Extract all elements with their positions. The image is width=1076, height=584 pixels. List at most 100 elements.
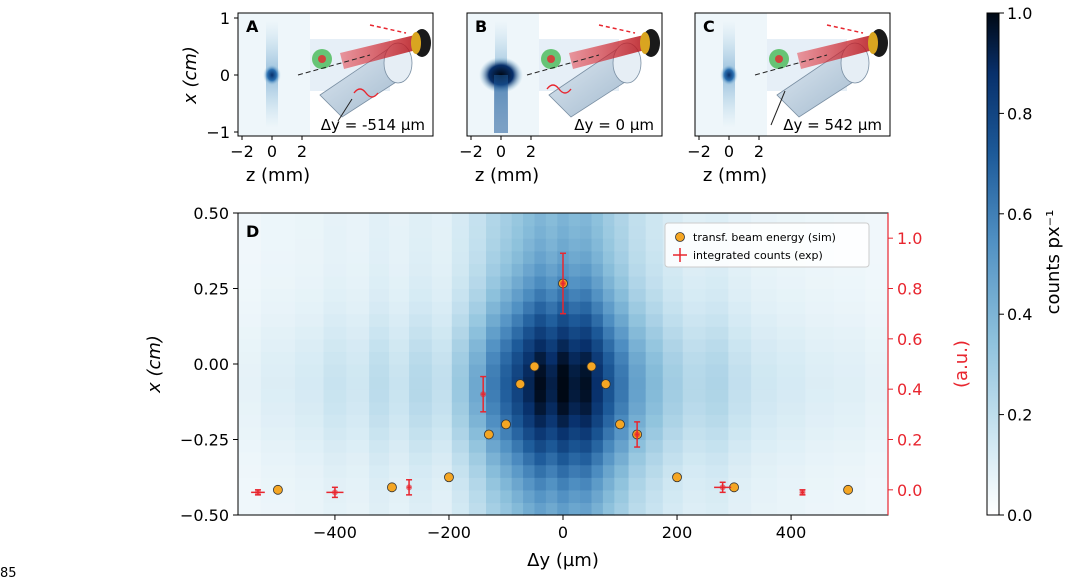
heatmap-cell: [468, 338, 487, 353]
heatmap-cell: [580, 426, 593, 441]
heatmap-cell: [431, 313, 453, 327]
heatmap-cell: [602, 426, 615, 441]
heatmap-cell: [511, 489, 524, 504]
heatmap-cell: [705, 326, 729, 340]
heatmap-cell: [409, 275, 433, 290]
heatmap-cell: [865, 213, 889, 227]
heatmap-cell: [662, 301, 684, 315]
heatmap-cell: [751, 351, 778, 365]
x-ticks: −400 −200 0 200 400: [313, 515, 806, 542]
heatmap-cell: [545, 288, 558, 302]
heatmap-cell: [614, 238, 630, 252]
heatmap-cell: [645, 489, 664, 504]
heatmap-cell: [805, 326, 835, 340]
heatmap-cell: [614, 389, 630, 403]
heatmap-cell: [568, 326, 581, 340]
heatmap-cell: [486, 238, 501, 252]
heatmap-cell: [662, 489, 684, 504]
heatmap-cell: [545, 452, 558, 466]
inset-x-tick-label: −2: [687, 142, 711, 161]
heatmap-cell: [645, 389, 664, 403]
heatmap-cell: [346, 439, 370, 453]
heatmap-cell: [833, 426, 866, 441]
heatmap-cell: [260, 338, 296, 353]
heatmap-cell: [431, 426, 453, 441]
heatmap-cell: [662, 426, 684, 441]
heatmap-cell: [705, 464, 729, 478]
heatmap-cell: [602, 238, 615, 252]
heatmap-cell: [645, 263, 664, 277]
incoming-arrow: [826, 24, 864, 34]
heatmap-cell: [833, 288, 866, 302]
heatmap-cell: [568, 452, 581, 466]
heatmap-cell: [805, 414, 835, 428]
legend-exp-marker: [673, 248, 687, 262]
heatmap-cell: [545, 301, 558, 315]
exp-point: [560, 252, 566, 315]
inset-y-tick-label: −1: [206, 123, 230, 142]
heatmap-cell: [614, 338, 630, 353]
heatmap-cell: [451, 452, 470, 466]
heatmap-cell: [500, 389, 513, 403]
heatmap-cell: [511, 263, 524, 277]
legend-sim-label: transf. beam energy (sim): [693, 231, 836, 244]
heatmap-cell: [580, 250, 593, 264]
heatmap-cell: [468, 326, 487, 340]
heatmap-cell: [534, 275, 547, 290]
heatmap-cell: [591, 313, 604, 327]
heatmap-cell: [865, 364, 889, 378]
heatmap-cell: [451, 338, 470, 353]
heatmap-cell: [323, 502, 347, 516]
sim-point: [586, 361, 597, 372]
heatmap-cell: [468, 426, 487, 441]
heatmap-cell: [614, 288, 630, 302]
heatmap-cell: [346, 464, 370, 478]
heatmap-cell: [833, 502, 866, 516]
heatmap-cell: [500, 250, 513, 264]
exp-point: [326, 486, 344, 499]
exp-center: [799, 489, 806, 496]
heatmap-cell: [295, 502, 325, 516]
heatmap-cell: [511, 238, 524, 252]
heatmap-cell: [728, 489, 752, 504]
heatmap-cell: [534, 401, 547, 415]
heatmap-cell: [431, 213, 453, 227]
heatmap-cell: [645, 338, 664, 353]
heatmap-cell: [628, 213, 647, 227]
heatmap-cell: [591, 502, 604, 516]
heatmap-cell: [628, 301, 647, 315]
heatmap-cell: [591, 250, 604, 264]
heatmap-cell: [500, 263, 513, 277]
heatmap-cell: [805, 351, 835, 365]
inset-x-tick-label: 2: [754, 142, 764, 161]
heatmap-cell: [534, 263, 547, 277]
heatmap-cell: [751, 401, 778, 415]
mirror-face: [868, 32, 878, 54]
legend-sim-marker: [675, 232, 685, 242]
heatmap-cell: [389, 326, 410, 340]
heatmap-cell: [602, 213, 615, 227]
heatmap-cell: [705, 275, 729, 290]
heatmap-cell: [451, 439, 470, 453]
heatmap-cell: [614, 275, 630, 290]
heatmap-cell: [500, 313, 513, 327]
inset-panel-a: A Δy = -514 µm −2 0 2 z (mm) 1 0 −1: [206, 9, 434, 186]
heatmap-cell: [805, 464, 835, 478]
sim-point: [501, 419, 511, 430]
heatmap-cell: [523, 301, 536, 315]
y2-ticks: 1.0 0.8 0.6 0.4 0.2 0.0: [888, 229, 922, 500]
heatmap-cell: [545, 401, 558, 415]
heatmap-cell: [568, 238, 581, 252]
heatmap-cell: [511, 313, 524, 327]
heatmap-cell: [389, 452, 410, 466]
heatmap-cell: [728, 326, 752, 340]
heatmap-cell: [431, 326, 453, 340]
heatmap-cell: [705, 489, 729, 504]
heatmap-cell: [568, 351, 581, 365]
heatmap-cell: [776, 439, 806, 453]
x-tick-label: 400: [776, 523, 807, 542]
heatmap-cell: [346, 502, 370, 516]
heatmap-cell: [295, 326, 325, 340]
inset-x-tick-label: −2: [230, 142, 254, 161]
heatmap-cell: [865, 263, 889, 277]
